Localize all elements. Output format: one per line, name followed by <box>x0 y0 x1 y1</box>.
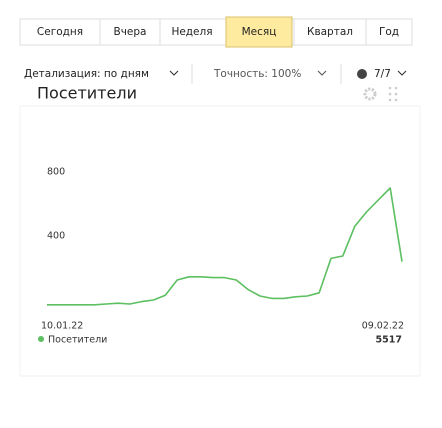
legend-marker <box>38 336 44 342</box>
segment-icon <box>357 69 367 79</box>
y-tick-label: 800 <box>47 167 65 178</box>
days-filter[interactable]: 7/7 <box>374 68 391 80</box>
tab-active-bg <box>225 16 293 48</box>
tab-label[interactable]: Год <box>379 26 399 38</box>
chevron <box>397 70 407 76</box>
filter-row: Детализация: по дням Точность: 100% 7/7 <box>24 64 407 84</box>
tab-label[interactable]: Вчера <box>114 26 147 38</box>
legend-total: 5517 <box>376 335 402 346</box>
period-tabs: Сегодня Вчера Неделя Месяц Квартал Год <box>19 16 413 48</box>
y-tick-label: 400 <box>47 231 65 242</box>
tab-label[interactable]: Месяц <box>242 26 277 38</box>
line-series <box>47 187 403 306</box>
legend-label: Посетители <box>48 335 107 346</box>
settings-icon[interactable] <box>363 87 377 101</box>
plot: 400 800 10.01.22 09.02.22 <box>41 167 404 332</box>
tab-label[interactable]: Сегодня <box>37 26 83 38</box>
tab-bar <box>19 18 413 46</box>
accuracy-filter[interactable]: Точность: 100% <box>213 68 301 80</box>
chevron <box>169 70 179 76</box>
tab-label[interactable]: Неделя <box>171 26 212 38</box>
x-tick-label: 09.02.22 <box>362 321 404 332</box>
widget-card <box>19 105 421 377</box>
drag-handle[interactable] <box>388 86 398 102</box>
tab-label[interactable]: Квартал <box>307 26 353 38</box>
chevron <box>317 70 327 76</box>
detail-filter[interactable]: Детализация: по дням <box>24 68 149 80</box>
x-tick-label: 10.01.22 <box>41 321 83 332</box>
chart-title: Посетители <box>37 84 137 103</box>
